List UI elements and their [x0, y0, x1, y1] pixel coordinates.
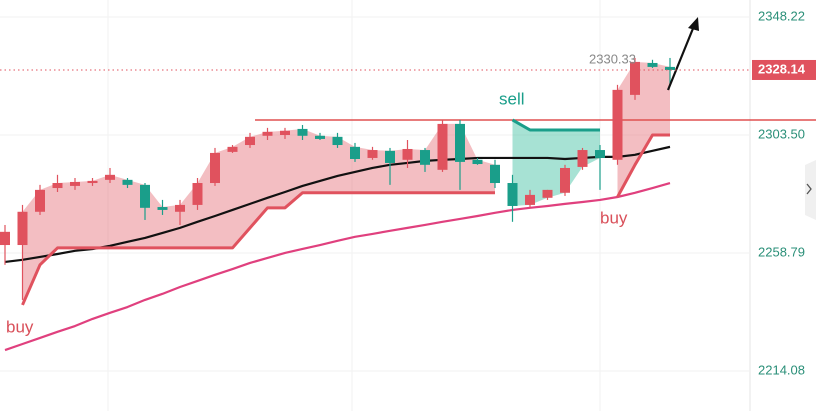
candle-body	[262, 131, 273, 136]
candle-body	[420, 150, 430, 165]
candle-body	[0, 231, 10, 246]
candle-body	[35, 189, 45, 212]
trail-fill	[617, 61, 670, 198]
candle-body	[332, 136, 343, 146]
candle-body	[210, 152, 220, 184]
trail-line	[21, 133, 670, 306]
candle-body	[87, 180, 98, 184]
candle-body	[402, 148, 413, 160]
trail-fill	[512, 119, 600, 206]
candle-body	[490, 164, 500, 184]
candle-body	[455, 123, 465, 162]
candle-body	[630, 61, 640, 95]
last-price-label: 2328.14	[758, 61, 806, 76]
candle-body	[542, 189, 553, 198]
candle-body	[175, 204, 185, 212]
y-tick-label: 2303.50	[758, 126, 805, 141]
candle-body	[595, 150, 605, 158]
marked-high-label: 2330.33	[589, 52, 636, 67]
candle-body	[157, 207, 168, 210]
signal-label: buy	[600, 208, 628, 227]
trend-arrow	[666, 25, 696, 91]
expand-icon[interactable]	[806, 183, 812, 195]
candle-body	[507, 183, 518, 206]
candle-body	[315, 135, 325, 139]
candle-body	[52, 183, 63, 189]
candle-body	[665, 66, 675, 70]
candle-body	[17, 211, 28, 246]
candle-body	[140, 184, 150, 208]
moving-average	[4, 145, 671, 264]
candle-body	[105, 174, 115, 180]
candle-body	[437, 123, 448, 170]
candle-body	[647, 62, 658, 67]
signal-label: sell	[499, 89, 525, 108]
candle-body	[612, 89, 623, 160]
plot	[0, 16, 816, 372]
candle-body	[367, 150, 378, 158]
candle-body	[70, 181, 80, 186]
candle-body	[350, 146, 360, 160]
y-tick-label: 2258.79	[758, 244, 805, 259]
trail-line	[511, 118, 600, 132]
candle-body	[385, 150, 395, 163]
candle-body	[192, 183, 203, 205]
arrow-head	[688, 17, 699, 31]
candle-body	[245, 136, 255, 146]
candle-body	[122, 179, 133, 185]
candle-body	[577, 150, 588, 167]
candle-body	[525, 194, 535, 205]
candle-body	[280, 130, 290, 135]
trail-fill	[22, 123, 495, 305]
candle-body	[560, 167, 570, 193]
last-price-box	[752, 59, 816, 80]
y-tick-label: 2214.08	[758, 362, 805, 377]
candle-body	[297, 128, 308, 136]
candle-body	[472, 159, 483, 165]
candle-body	[227, 146, 238, 152]
moving-average	[4, 181, 671, 352]
y-tick-label: 2348.22	[758, 8, 805, 23]
signal-label: buy	[6, 317, 34, 336]
